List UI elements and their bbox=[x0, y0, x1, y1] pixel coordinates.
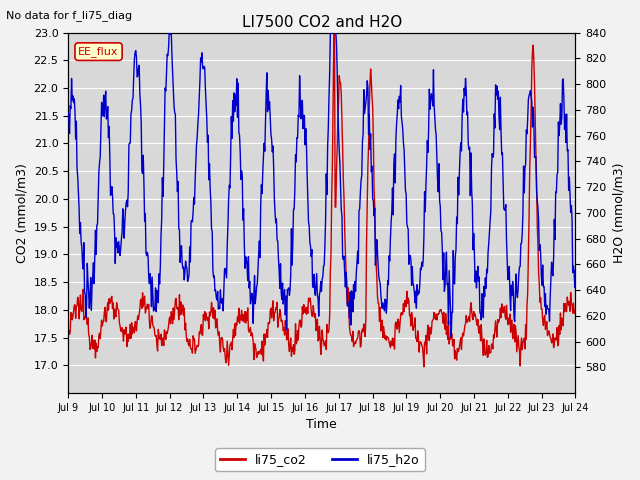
Legend: li75_co2, li75_h2o: li75_co2, li75_h2o bbox=[215, 448, 425, 471]
Title: LI7500 CO2 and H2O: LI7500 CO2 and H2O bbox=[242, 15, 402, 30]
Y-axis label: CO2 (mmol/m3): CO2 (mmol/m3) bbox=[15, 163, 28, 263]
Text: No data for f_li75_diag: No data for f_li75_diag bbox=[6, 10, 132, 21]
Text: EE_flux: EE_flux bbox=[78, 46, 119, 57]
X-axis label: Time: Time bbox=[307, 419, 337, 432]
Y-axis label: H2O (mmol/m3): H2O (mmol/m3) bbox=[612, 163, 625, 263]
